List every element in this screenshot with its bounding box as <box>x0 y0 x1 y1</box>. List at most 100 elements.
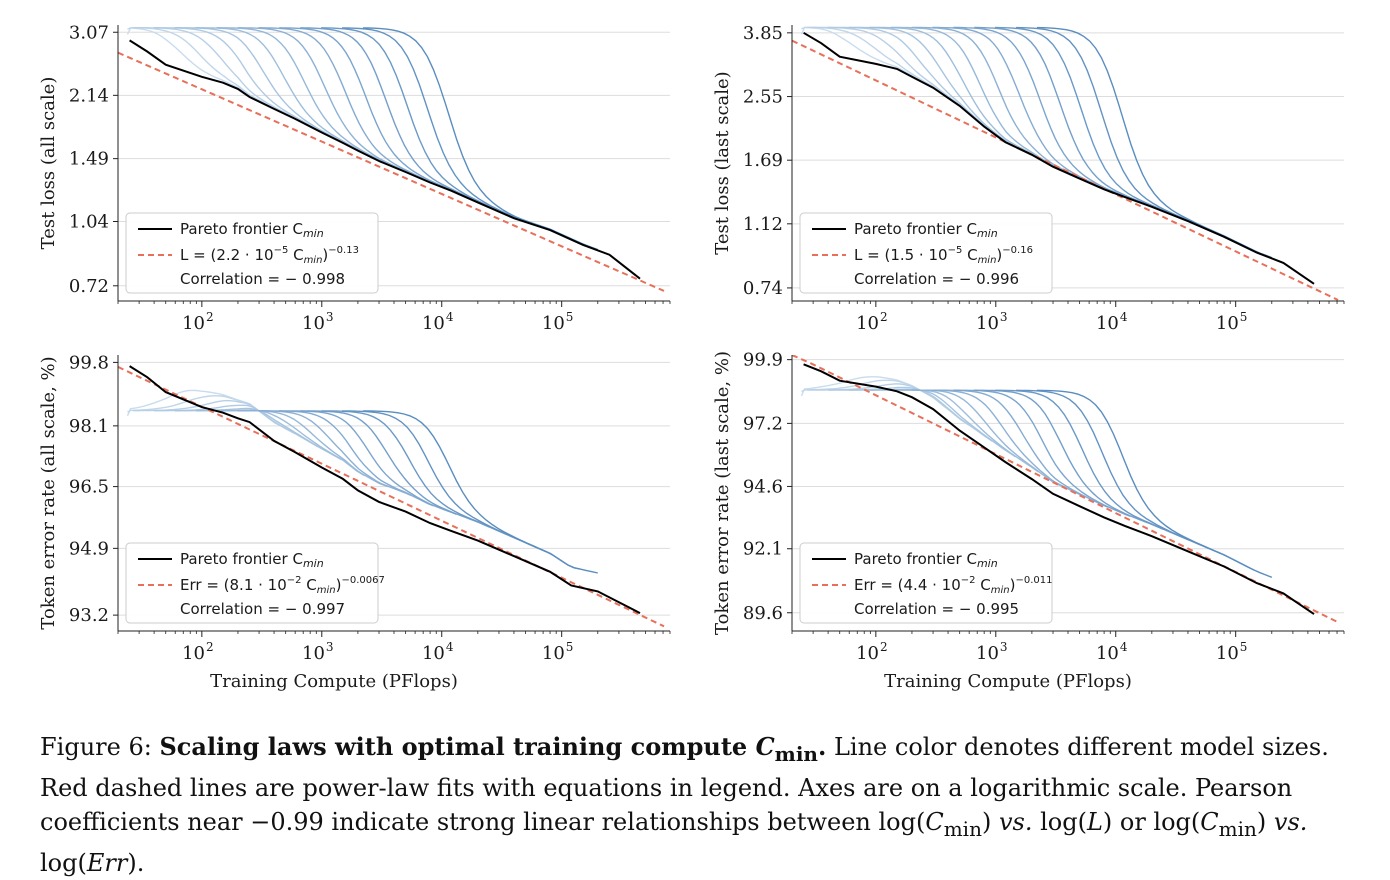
model-size-curve <box>174 27 342 142</box>
y-tick-label: 0.74 <box>743 278 783 299</box>
legend-pareto-label: Pareto frontier Cmin <box>180 220 324 240</box>
legend-correlation-label: Correlation = − 0.998 <box>180 270 345 288</box>
legend-fit-label: L = (2.2 · 10−5 Cmin)−0.13 <box>180 245 359 266</box>
model-size-curve <box>869 389 1039 473</box>
power-law-fit-line <box>792 355 1339 624</box>
x-tick-label: 102 <box>856 310 888 334</box>
x-tick-label: 104 <box>1096 310 1128 334</box>
x-tick-label: 103 <box>976 310 1008 334</box>
model-size-curve <box>362 410 598 574</box>
model-size-curve <box>258 27 434 184</box>
panel-token-error-all-scale: 99.8 98.1 96.5 94.9 93.2 102 103 104 105 Token er… <box>38 352 671 692</box>
y-tick-label: 3.85 <box>743 23 783 44</box>
model-size-curve <box>995 26 1227 238</box>
power-law-fit-line <box>792 39 1339 301</box>
x-tick-label: 102 <box>182 310 214 334</box>
model-size-curve <box>974 26 1164 212</box>
y-axis-label: Test loss (last scale) <box>712 71 733 254</box>
panel-test-loss-last-scale: 3.85 2.55 1.69 1.12 0.74 102 103 104 105 Test los… <box>712 23 1345 334</box>
y-tick-label: 1.04 <box>69 211 109 232</box>
y-tick-label: 2.14 <box>69 85 109 106</box>
legend-correlation-label: Correlation = − 0.996 <box>854 270 1019 288</box>
y-tick-label: 99.9 <box>743 350 783 371</box>
legend-pareto-label: Pareto frontier Cmin <box>180 550 324 570</box>
model-size-curve <box>807 26 970 114</box>
legend-pareto-label: Pareto frontier Cmin <box>854 220 998 240</box>
x-tick-label: 104 <box>422 310 454 334</box>
x-tick-label: 104 <box>422 640 454 664</box>
y-axis-label: Token error rate (all scale, %) <box>38 356 59 629</box>
x-tick-label: 105 <box>542 310 574 334</box>
legend-correlation-label: Correlation = − 0.997 <box>180 600 345 618</box>
legend: Pareto frontier Cmin Err = (4.4 · 10−2 Cm… <box>799 542 1053 624</box>
model-size-curve <box>362 27 599 251</box>
model-size-curve <box>279 27 457 193</box>
model-size-curve <box>1036 26 1273 259</box>
y-tick-label: 0.72 <box>69 276 109 297</box>
model-size-curve <box>974 389 1164 531</box>
x-tick-label: 102 <box>856 640 888 664</box>
y-tick-label: 2.55 <box>743 87 783 108</box>
caption-sentence: Line color denotes different model sizes… <box>40 733 1329 836</box>
legend-box <box>125 212 379 294</box>
x-tick-label: 103 <box>976 640 1008 664</box>
model-size-curve <box>300 27 490 208</box>
model-size-curve <box>890 389 1062 487</box>
model-size-curve <box>1036 389 1273 578</box>
figure-caption: Figure 6: Scaling laws with optimal trai… <box>40 732 1329 877</box>
power-law-fit-line <box>118 365 665 628</box>
pareto-frontier-line <box>803 31 1315 285</box>
x-tick-label: 105 <box>542 640 574 664</box>
x-tick-label: 103 <box>302 640 334 664</box>
x-axis-label: Training Compute (PFlops) <box>884 671 1132 692</box>
legend-pareto-label: Pareto frontier Cmin <box>854 550 998 570</box>
legend-box <box>125 542 379 624</box>
model-size-curve <box>800 26 922 82</box>
model-size-curve <box>216 27 388 165</box>
pareto-frontier-line <box>129 39 641 280</box>
y-tick-label: 92.1 <box>743 539 783 560</box>
legend-fit-label: L = (1.5 · 10−5 Cmin)−0.16 <box>854 245 1033 266</box>
model-size-curve <box>321 27 553 231</box>
model-size-curve <box>953 26 1131 199</box>
x-tick-label: 103 <box>302 310 334 334</box>
y-tick-label: 1.69 <box>743 150 783 171</box>
y-tick-label: 1.49 <box>69 149 109 170</box>
legend-correlation-label: Correlation = − 0.995 <box>854 600 1019 618</box>
y-axis-label: Test loss (all scale) <box>38 77 59 250</box>
legend-box <box>799 542 1053 624</box>
y-tick-label: 96.5 <box>69 477 109 498</box>
x-axis-label: Training Compute (PFlops) <box>210 671 458 692</box>
x-tick-label: 105 <box>1216 640 1248 664</box>
legend-fit-label: Err = (4.4 · 10−2 Cmin)−0.011 <box>854 575 1053 596</box>
figure-6: 3.07 2.14 1.49 1.04 0.72 102 103 104 105 Test los… <box>38 22 1345 692</box>
y-tick-label: 97.2 <box>743 413 783 434</box>
y-tick-label: 89.6 <box>743 603 783 624</box>
legend-fit-label: Err = (8.1 · 10−2 Cmin)−0.0067 <box>180 575 385 596</box>
model-size-curve <box>237 27 411 174</box>
x-tick-label: 104 <box>1096 640 1128 664</box>
y-tick-label: 3.07 <box>69 22 109 43</box>
y-tick-label: 93.2 <box>69 605 109 626</box>
model-size-curve <box>216 410 388 488</box>
caption-bold-title: Scaling laws with optimal training compu… <box>159 732 827 766</box>
model-size-curve <box>126 389 248 417</box>
y-tick-label: 94.9 <box>69 538 109 559</box>
model-size-curve <box>300 410 490 528</box>
pareto-frontier-line <box>129 365 641 614</box>
model-size-curve <box>801 26 946 96</box>
panel-token-error-last-scale: 99.9 97.2 94.6 92.1 89.6 102 103 104 105 Token er… <box>712 350 1345 692</box>
legend: Pareto frontier Cmin L = (2.2 · 10−5 Cmin… <box>125 212 379 294</box>
y-tick-label: 99.8 <box>69 352 109 373</box>
pareto-frontier-line <box>803 363 1315 615</box>
x-tick-label: 102 <box>182 640 214 664</box>
panel-test-loss-all-scale: 3.07 2.14 1.49 1.04 0.72 102 103 104 105 Test los… <box>38 22 671 334</box>
model-size-curve <box>126 27 248 95</box>
legend-box <box>799 212 1053 294</box>
legend: Pareto frontier Cmin L = (1.5 · 10−5 Cmin… <box>799 212 1053 294</box>
y-tick-label: 1.12 <box>743 214 783 235</box>
y-tick-label: 94.6 <box>743 476 783 497</box>
x-tick-label: 105 <box>1216 310 1248 334</box>
caption-figure-label: Figure 6: <box>40 733 152 761</box>
model-size-curve <box>932 26 1108 191</box>
